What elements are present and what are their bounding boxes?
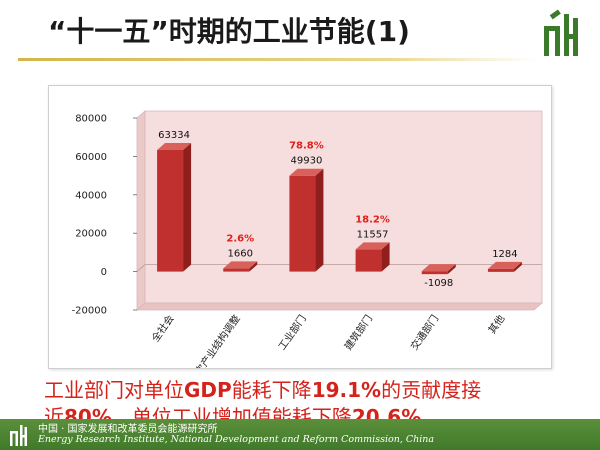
bar xyxy=(487,268,514,272)
y-tick-label: 20000 xyxy=(75,229,107,240)
caption-text: 能耗下降 xyxy=(231,378,312,402)
footer-institute-en: Energy Research Institute, National Deve… xyxy=(38,434,435,445)
y-tick-label: 40000 xyxy=(75,190,107,201)
bar-side xyxy=(513,261,522,272)
bar-top xyxy=(487,261,522,269)
category-label: 其他 xyxy=(485,312,507,336)
data-label: 1284 xyxy=(492,249,517,260)
caption-text: 工业部门对单位 xyxy=(44,378,184,402)
bar-chart: 80000 60000 40000 20000 0 -20000 63334 全社会 1660 三… xyxy=(72,110,544,368)
caption: 工业部门对单位GDP能耗下降19.1%的贡献度接 近80%，单位工业增加值能耗下… xyxy=(44,377,584,431)
bar-side xyxy=(249,261,258,272)
data-label: 49930 xyxy=(291,156,323,167)
caption-text: 的贡献度接 xyxy=(381,378,482,402)
caption-gdp: GDP xyxy=(184,378,232,402)
bar-top xyxy=(289,168,324,176)
bar xyxy=(421,271,448,275)
bar xyxy=(157,149,184,272)
bar xyxy=(289,175,316,272)
category-label: 建筑部门 xyxy=(341,312,375,352)
bar xyxy=(355,249,382,272)
bar-top xyxy=(157,142,192,150)
caption-line-1: 工业部门对单位GDP能耗下降19.1%的贡献度接 xyxy=(44,377,584,404)
share-annotation: 2.6% xyxy=(226,233,254,244)
bar-side xyxy=(381,242,390,272)
chart-side-wall xyxy=(136,110,146,311)
y-tick-label: 0 xyxy=(101,267,107,278)
category-label: 三次产业结构调整 xyxy=(186,312,243,368)
bar-side xyxy=(183,142,192,272)
bar-side xyxy=(315,168,324,272)
bar xyxy=(223,268,250,272)
bar-top xyxy=(223,261,258,269)
chart-floor xyxy=(135,302,544,311)
y-tick-label: 60000 xyxy=(75,152,107,163)
data-label: 63334 xyxy=(158,130,190,141)
category-label: 工业部门 xyxy=(275,312,309,352)
data-label: 11557 xyxy=(357,229,389,240)
slide-title: “十一五”时期的工业节能(1) xyxy=(48,15,410,48)
footer-bar xyxy=(0,419,600,450)
bar-top xyxy=(421,264,456,272)
zero-line-side xyxy=(136,264,146,272)
category-label: 交通部门 xyxy=(408,312,442,352)
share-annotation: 78.8% xyxy=(289,141,324,152)
caption-percent: 19.1% xyxy=(311,378,382,402)
bar-top xyxy=(355,242,390,250)
chart-back-wall xyxy=(144,110,543,304)
share-annotation: 18.2% xyxy=(355,214,390,225)
y-tick-label: -20000 xyxy=(72,306,107,317)
data-label: 1660 xyxy=(228,248,253,259)
data-label: -1098 xyxy=(424,278,453,289)
y-tick-label: 80000 xyxy=(75,114,107,125)
category-label: 全社会 xyxy=(149,312,177,344)
footer-logo-icon xyxy=(10,425,27,446)
chart-frame: 80000 60000 40000 20000 0 -20000 63334 全社会 1660 三… xyxy=(48,85,552,369)
institute-logo-icon xyxy=(544,9,578,56)
footer-institute-cn: 中国 · 国家发展和改革委员会能源研究所 xyxy=(38,424,218,435)
bar-side xyxy=(447,264,456,275)
title-divider xyxy=(18,58,538,61)
